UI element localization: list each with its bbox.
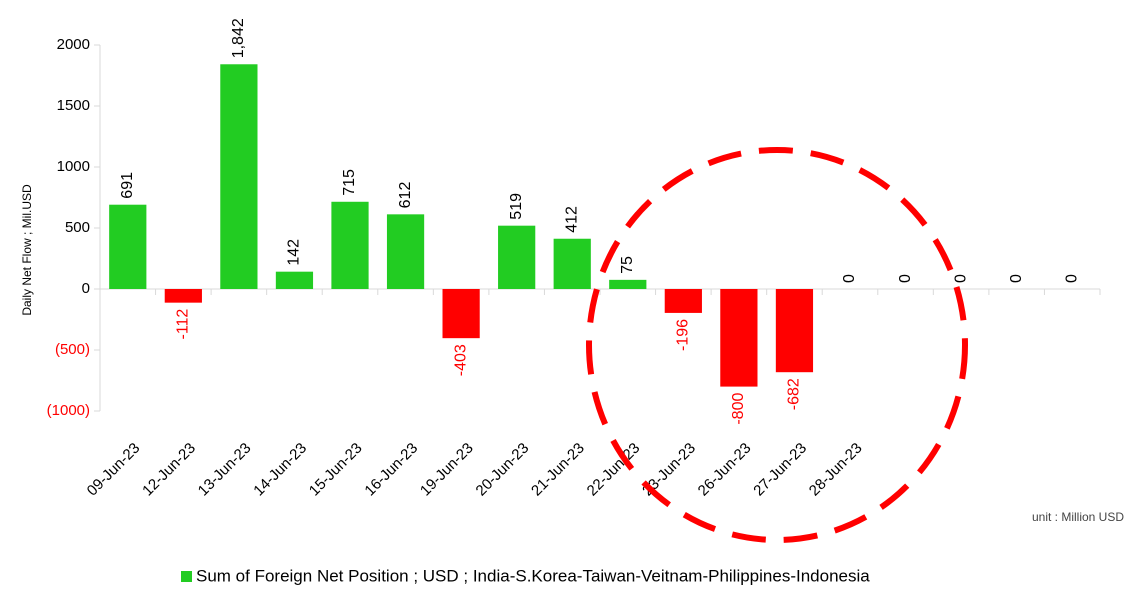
x-tick-label: 27-Jun-23 bbox=[750, 440, 810, 500]
bar bbox=[220, 64, 258, 289]
value-label: 715 bbox=[341, 169, 358, 196]
bar bbox=[275, 271, 314, 289]
legend-label: Sum of Foreign Net Position ; USD ; Indi… bbox=[196, 566, 870, 585]
bar bbox=[664, 289, 702, 313]
value-label: -196 bbox=[675, 319, 692, 351]
value-label: 612 bbox=[397, 182, 414, 209]
x-tick-label: 16-Jun-23 bbox=[361, 440, 421, 500]
y-tick-label: (500) bbox=[55, 341, 90, 358]
bar bbox=[553, 238, 591, 289]
x-tick-label: 19-Jun-23 bbox=[417, 440, 477, 500]
x-tick-label: 13-Jun-23 bbox=[195, 440, 255, 500]
highlight-circle bbox=[586, 147, 968, 543]
value-label: 0 bbox=[897, 274, 914, 283]
value-label: -403 bbox=[452, 344, 469, 376]
value-label: -112 bbox=[175, 309, 192, 340]
y-axis-label: Daily Net Flow ; Mil.USD bbox=[20, 184, 34, 316]
bar bbox=[109, 204, 147, 289]
value-label: 0 bbox=[1063, 274, 1080, 283]
bar bbox=[442, 289, 480, 339]
y-tick-label: 1000 bbox=[57, 158, 90, 175]
legend-swatch bbox=[181, 571, 192, 582]
value-label: 691 bbox=[119, 172, 136, 199]
x-tick-label: 28-Jun-23 bbox=[806, 440, 866, 500]
value-label: -682 bbox=[786, 378, 803, 410]
bar bbox=[164, 289, 202, 303]
value-label: 0 bbox=[952, 274, 969, 283]
x-tick-label: 21-Jun-23 bbox=[528, 440, 588, 500]
bar bbox=[775, 289, 814, 373]
x-tick-label: 26-Jun-23 bbox=[695, 440, 755, 500]
value-label: 0 bbox=[841, 274, 858, 283]
value-label: 75 bbox=[619, 256, 636, 274]
y-tick-label: 2000 bbox=[57, 36, 90, 53]
x-tick-label: 22-Jun-23 bbox=[584, 440, 644, 500]
value-label: 519 bbox=[508, 193, 525, 220]
bar bbox=[498, 225, 536, 289]
y-tick-label: 0 bbox=[82, 280, 90, 297]
value-label: -800 bbox=[730, 393, 747, 425]
y-tick-label: 1500 bbox=[57, 97, 90, 114]
x-tick-label: 14-Jun-23 bbox=[250, 440, 310, 500]
x-tick-label: 15-Jun-23 bbox=[306, 440, 366, 500]
y-tick-label: (1000) bbox=[47, 402, 90, 419]
bar bbox=[720, 289, 758, 387]
bar bbox=[331, 201, 369, 289]
x-tick-label: 09-Jun-23 bbox=[84, 440, 144, 500]
x-tick-label: 20-Jun-23 bbox=[473, 440, 533, 500]
y-tick-label: 500 bbox=[65, 219, 90, 236]
x-tick-label: 12-Jun-23 bbox=[139, 440, 199, 500]
value-label: 1,842 bbox=[230, 18, 247, 58]
value-label: 142 bbox=[286, 239, 303, 266]
value-label: 0 bbox=[1008, 274, 1025, 283]
bar bbox=[386, 214, 425, 289]
unit-note: unit : Million USD bbox=[1032, 510, 1124, 524]
value-label: 412 bbox=[563, 206, 580, 233]
bar bbox=[609, 279, 647, 289]
